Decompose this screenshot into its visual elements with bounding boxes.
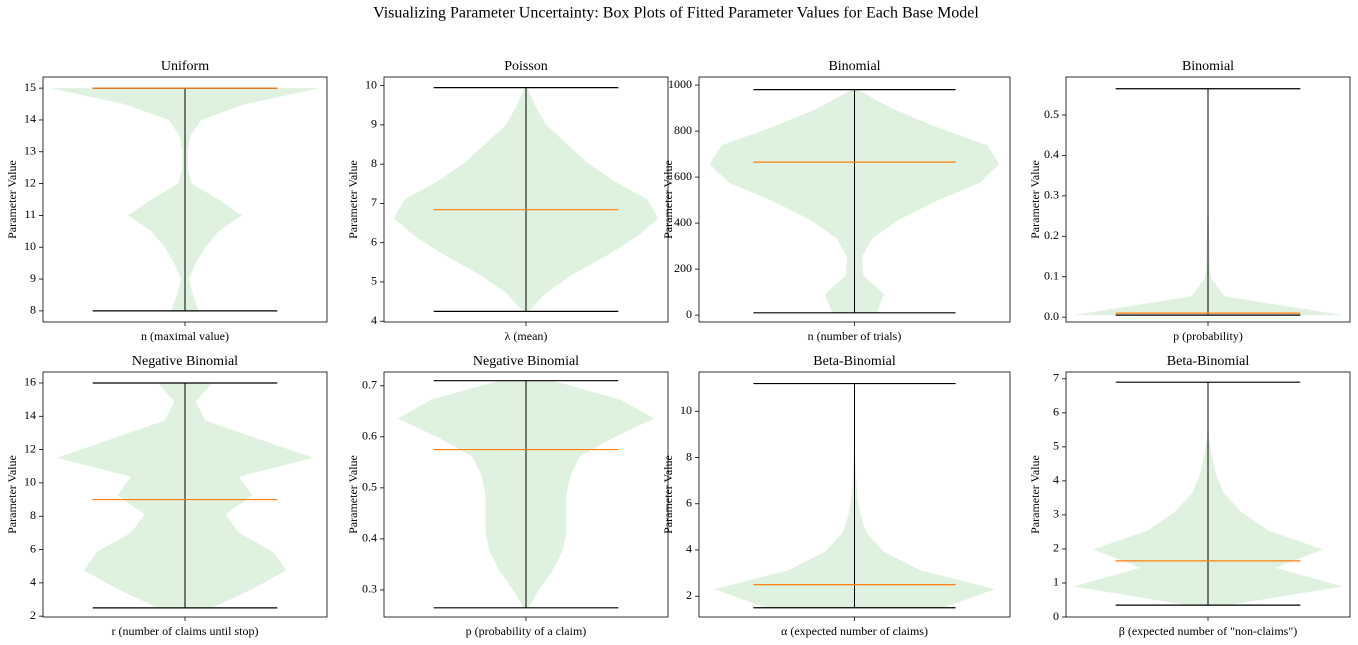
y-tick-label: 6	[686, 495, 692, 509]
y-tick-label: 0.0	[1044, 309, 1059, 323]
y-tick-label: 7	[1053, 371, 1059, 385]
y-tick-label: 11	[24, 207, 36, 221]
y-tick-label: 0.3	[1044, 188, 1059, 202]
y-tick-label: 5	[371, 274, 377, 288]
subplot-title: Negative Binomial	[132, 354, 238, 369]
x-label: p (probability of a claim)	[466, 624, 587, 638]
y-tick-label: 0.4	[1044, 147, 1059, 161]
y-tick-label: 0.6	[362, 429, 377, 443]
y-tick-label: 200	[674, 261, 692, 275]
y-tick-label: 8	[30, 303, 36, 317]
y-tick-label: 0.1	[1044, 268, 1059, 282]
y-tick-label: 10	[365, 77, 377, 91]
y-tick-label: 9	[371, 117, 377, 131]
y-label: Parameter Value	[5, 455, 19, 534]
y-tick-label: 12	[24, 175, 36, 189]
y-tick-label: 0.7	[362, 378, 377, 392]
x-label: α (expected number of claims)	[781, 624, 928, 638]
subplot-title: Uniform	[161, 59, 209, 74]
y-tick-label: 6	[371, 234, 377, 248]
subplot-title: Poisson	[504, 59, 548, 74]
y-tick-label: 4	[30, 575, 36, 589]
figure-title: Visualizing Parameter Uncertainty: Box P…	[373, 5, 979, 22]
y-label: Parameter Value	[1028, 455, 1042, 534]
subplot-title: Negative Binomial	[473, 354, 579, 369]
y-tick-label: 1000	[668, 77, 692, 91]
y-tick-label: 6	[30, 541, 36, 555]
y-tick-label: 9	[30, 271, 36, 285]
y-tick-label: 8	[371, 156, 377, 170]
y-label: Parameter Value	[661, 160, 675, 239]
y-tick-label: 8	[30, 508, 36, 522]
y-tick-label: 8	[686, 449, 692, 463]
y-tick-label: 0.3	[362, 582, 377, 596]
y-tick-label: 7	[371, 195, 377, 209]
y-tick-label: 12	[24, 441, 36, 455]
y-tick-label: 400	[674, 215, 692, 229]
y-tick-label: 4	[371, 313, 377, 327]
y-tick-label: 0	[686, 307, 692, 321]
x-label: λ (mean)	[505, 329, 548, 343]
y-label: Parameter Value	[346, 455, 360, 534]
y-tick-label: 800	[674, 123, 692, 137]
y-tick-label: 0.4	[362, 531, 377, 545]
y-tick-label: 6	[1053, 405, 1059, 419]
x-label: n (maximal value)	[141, 329, 229, 343]
y-tick-label: 4	[686, 542, 692, 556]
subplot-title: Binomial	[1182, 59, 1234, 74]
y-tick-label: 0.5	[1044, 107, 1059, 121]
y-tick-label: 2	[686, 588, 692, 602]
subplot-title: Beta-Binomial	[813, 354, 896, 369]
y-label: Parameter Value	[1028, 160, 1042, 239]
y-tick-label: 10	[24, 475, 36, 489]
x-label: n (number of trials)	[808, 329, 902, 343]
y-tick-label: 14	[24, 408, 36, 422]
y-tick-label: 0.2	[1044, 228, 1059, 242]
y-tick-label: 16	[24, 375, 36, 389]
y-tick-label: 2	[30, 608, 36, 622]
y-tick-label: 1	[1053, 575, 1059, 589]
y-tick-label: 4	[1053, 473, 1059, 487]
x-label: r (number of claims until stop)	[112, 624, 259, 638]
y-label: Parameter Value	[5, 160, 19, 239]
x-label: β (expected number of "non-claims")	[1119, 624, 1298, 638]
y-tick-label: 10	[24, 239, 36, 253]
x-label: p (probability)	[1173, 329, 1243, 343]
y-tick-label: 600	[674, 169, 692, 183]
y-tick-label: 3	[1053, 507, 1059, 521]
y-tick-label: 0	[1053, 609, 1059, 623]
y-tick-label: 2	[1053, 541, 1059, 555]
y-tick-label: 15	[24, 80, 36, 94]
subplot-title: Binomial	[828, 59, 880, 74]
y-tick-label: 14	[24, 112, 36, 126]
subplot-title: Beta-Binomial	[1167, 354, 1250, 369]
y-tick-label: 5	[1053, 439, 1059, 453]
y-tick-label: 0.5	[362, 480, 377, 494]
y-tick-label: 10	[680, 403, 692, 417]
y-label: Parameter Value	[346, 160, 360, 239]
y-label: Parameter Value	[661, 455, 675, 534]
y-tick-label: 13	[24, 144, 36, 158]
